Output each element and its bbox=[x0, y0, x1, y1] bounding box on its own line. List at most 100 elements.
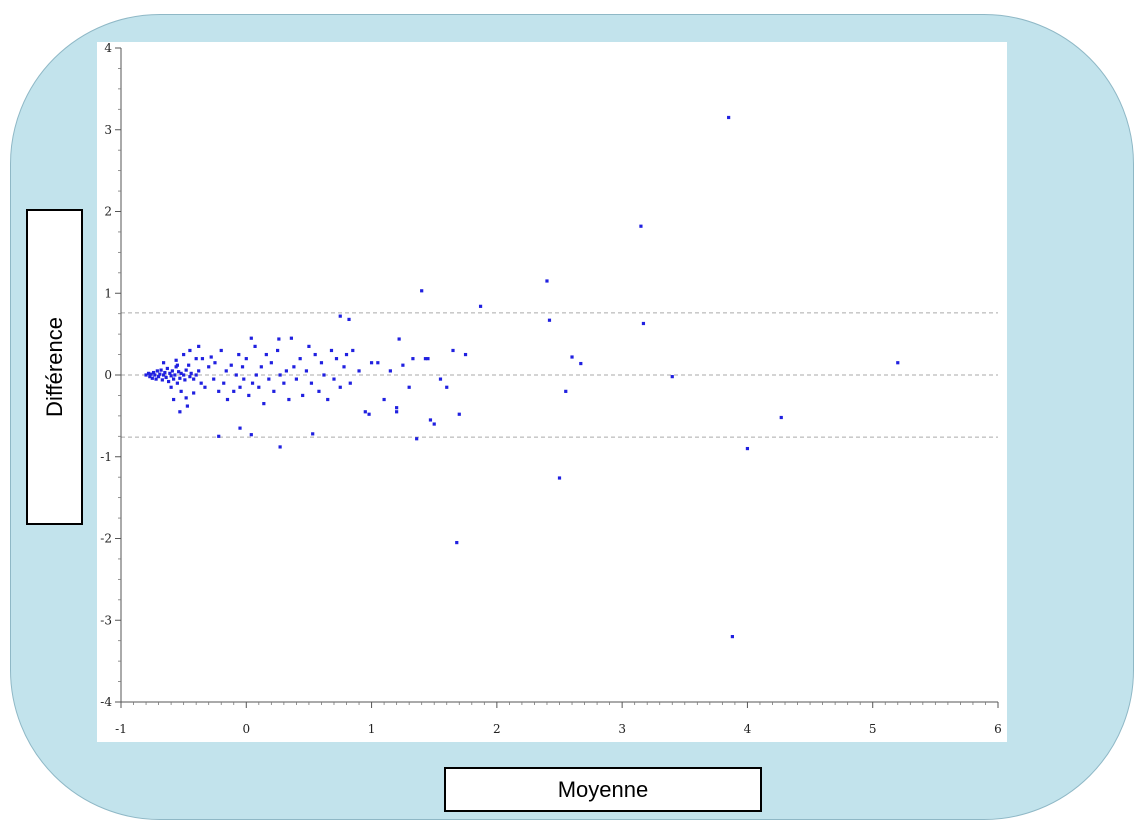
x-tick-label: -1 bbox=[115, 722, 127, 736]
data-point bbox=[451, 348, 455, 353]
data-point bbox=[159, 368, 163, 372]
data-point bbox=[896, 361, 900, 365]
data-point bbox=[179, 389, 183, 393]
data-point bbox=[174, 365, 178, 369]
data-point bbox=[150, 376, 154, 380]
data-point bbox=[395, 406, 399, 410]
data-point bbox=[264, 352, 268, 357]
data-point bbox=[172, 377, 176, 381]
data-point bbox=[172, 397, 176, 402]
data-point bbox=[557, 476, 562, 480]
data-point bbox=[292, 365, 296, 369]
data-point bbox=[420, 289, 424, 293]
data-point bbox=[438, 377, 443, 381]
data-point bbox=[242, 377, 246, 381]
data-point bbox=[367, 412, 371, 416]
y-tick-label: 1 bbox=[104, 286, 112, 300]
data-point bbox=[217, 389, 221, 393]
y-tick-label: 2 bbox=[104, 205, 112, 219]
data-point bbox=[197, 369, 201, 373]
data-point bbox=[170, 369, 174, 373]
data-point bbox=[164, 375, 168, 380]
x-tick-label: 2 bbox=[493, 722, 501, 736]
data-point bbox=[478, 304, 483, 308]
data-point bbox=[276, 348, 280, 353]
data-point bbox=[249, 336, 253, 340]
data-point bbox=[250, 381, 255, 385]
data-point bbox=[363, 410, 367, 414]
data-point bbox=[207, 365, 211, 369]
data-point bbox=[146, 371, 151, 375]
data-point bbox=[311, 432, 315, 436]
data-point bbox=[397, 337, 401, 341]
data-point bbox=[217, 434, 221, 438]
y-tick-label: 0 bbox=[104, 368, 112, 382]
data-point bbox=[212, 377, 216, 381]
data-point bbox=[307, 344, 311, 348]
data-point bbox=[369, 361, 374, 365]
data-point bbox=[401, 363, 405, 367]
data-point bbox=[730, 635, 734, 639]
data-point bbox=[338, 385, 342, 389]
data-point bbox=[407, 385, 411, 389]
y-axis-label: Différence bbox=[41, 317, 67, 417]
data-point bbox=[272, 389, 276, 393]
data-point bbox=[222, 381, 226, 385]
data-point bbox=[182, 373, 186, 377]
x-tick-label: 3 bbox=[618, 722, 626, 736]
y-tick-label: 3 bbox=[104, 123, 112, 137]
data-point bbox=[184, 396, 188, 400]
data-point bbox=[240, 365, 245, 369]
data-point bbox=[445, 385, 449, 389]
data-point bbox=[579, 361, 583, 366]
data-point bbox=[287, 397, 291, 402]
data-point bbox=[160, 378, 164, 382]
data-point bbox=[247, 393, 251, 398]
data-point bbox=[347, 317, 351, 322]
data-point bbox=[188, 348, 192, 353]
data-point bbox=[153, 373, 157, 377]
data-point bbox=[278, 373, 282, 377]
data-point bbox=[259, 365, 263, 369]
data-point bbox=[151, 370, 156, 375]
data-point bbox=[169, 385, 173, 389]
data-point bbox=[262, 402, 266, 406]
data-point bbox=[277, 337, 281, 341]
y-tick-label: -3 bbox=[100, 613, 112, 627]
data-point bbox=[165, 366, 169, 371]
data-point bbox=[313, 352, 317, 357]
data-point bbox=[304, 369, 309, 373]
data-point bbox=[177, 370, 181, 374]
data-point bbox=[158, 372, 162, 376]
data-point bbox=[376, 361, 380, 365]
data-point bbox=[167, 379, 171, 384]
data-point bbox=[455, 540, 459, 545]
data-point bbox=[184, 368, 188, 372]
data-point bbox=[298, 357, 302, 361]
data-point bbox=[269, 361, 273, 365]
x-tick-label: 1 bbox=[368, 722, 376, 736]
data-point bbox=[342, 365, 346, 369]
y-tick-label: -4 bbox=[100, 695, 112, 709]
data-point bbox=[432, 422, 436, 426]
data-point bbox=[238, 426, 242, 430]
data-point bbox=[192, 377, 196, 381]
data-point bbox=[428, 418, 433, 422]
data-point bbox=[254, 373, 258, 377]
data-point bbox=[415, 437, 419, 441]
x-tick-label: 4 bbox=[744, 722, 752, 736]
data-point bbox=[332, 377, 336, 381]
data-point bbox=[641, 321, 646, 326]
data-point bbox=[188, 375, 192, 379]
data-point bbox=[338, 314, 342, 318]
data-point bbox=[155, 369, 159, 373]
data-point bbox=[357, 369, 361, 373]
data-point bbox=[249, 433, 253, 437]
data-point bbox=[334, 357, 339, 361]
data-point bbox=[388, 369, 392, 373]
data-point bbox=[267, 377, 271, 381]
data-point bbox=[348, 381, 352, 385]
data-point bbox=[319, 361, 324, 365]
data-point bbox=[194, 357, 198, 361]
